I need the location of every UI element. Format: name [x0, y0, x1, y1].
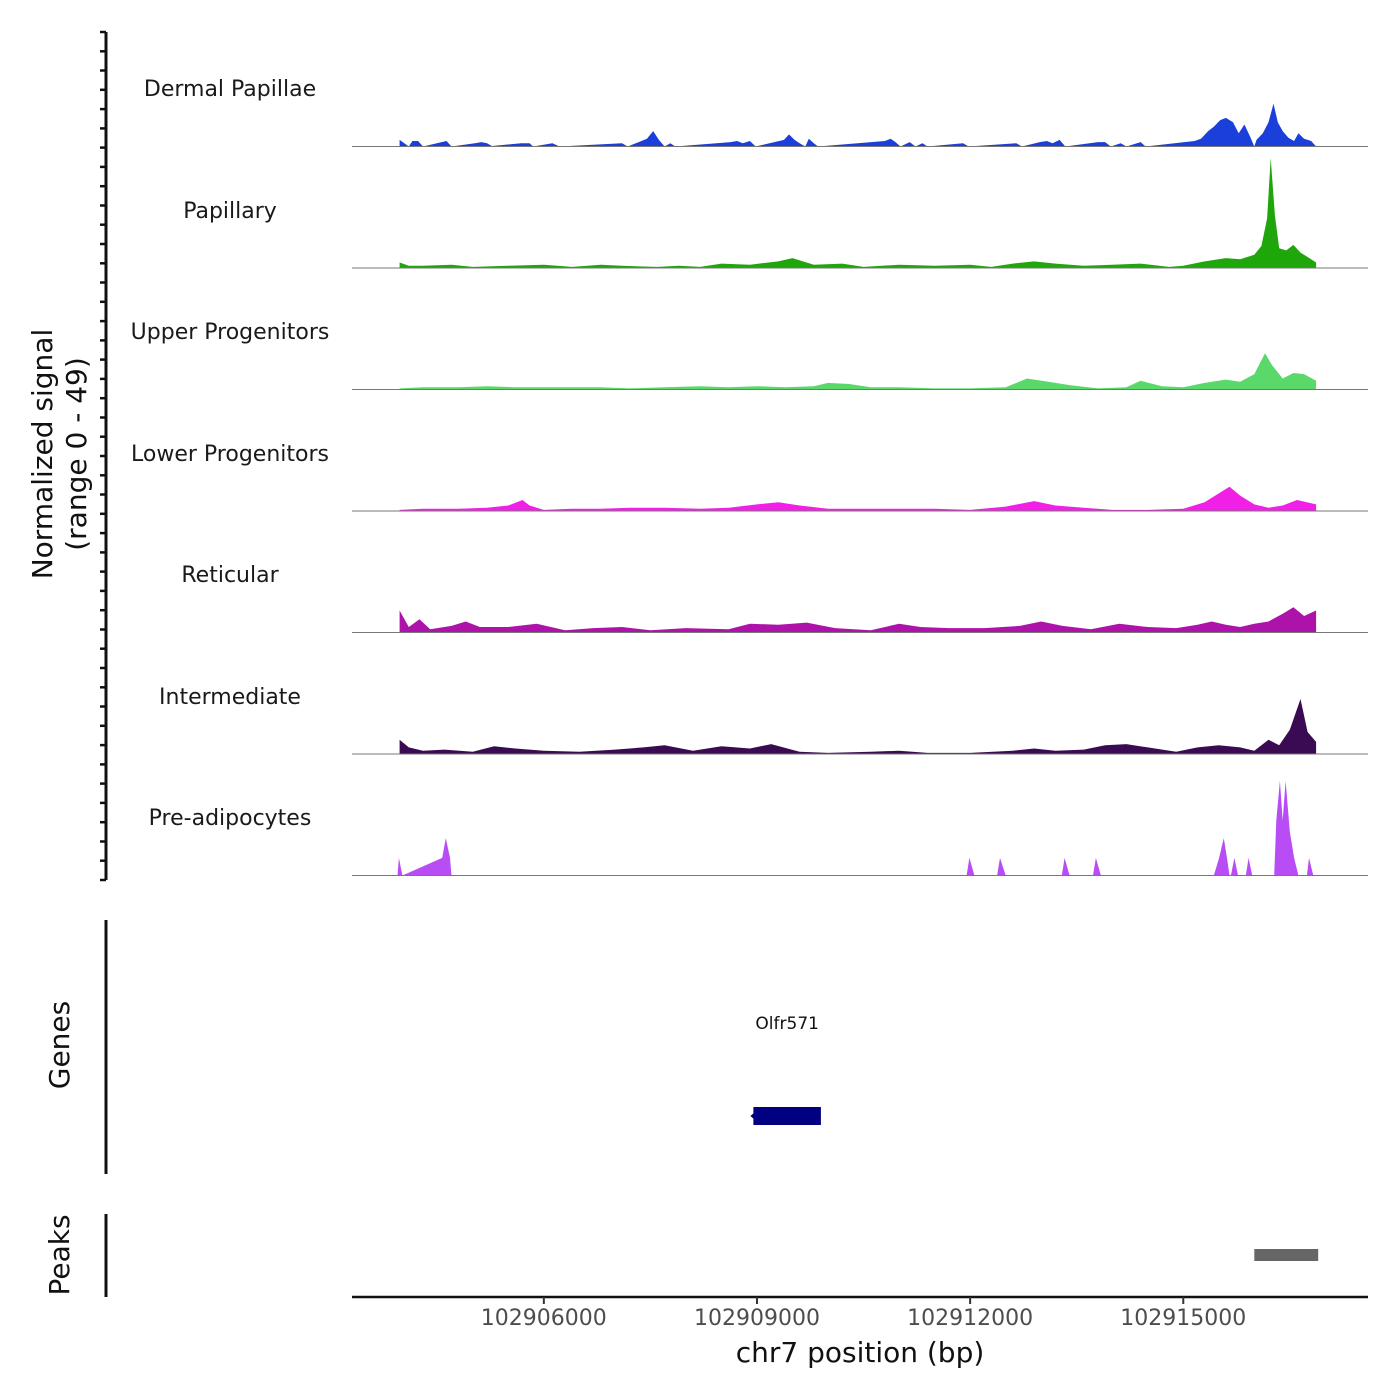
y-axis-title-line2: (range 0 - 49) [60, 357, 93, 551]
track-label-dermal-papillae: Dermal Papillae [143, 77, 317, 102]
gene-panel [750, 1107, 821, 1125]
gene-strand-arrow [750, 1110, 758, 1122]
coverage-area-upper-progenitors [399, 353, 1317, 390]
track-label-pre-adipocytes: Pre-adipocytes [148, 806, 312, 831]
x-tick-label: 102912000 [907, 1306, 1034, 1331]
coverage-area-dermal-papillae [399, 103, 1317, 147]
coverage-area-reticular [399, 607, 1317, 633]
track-label-intermediate: Intermediate [159, 684, 301, 710]
y-axis-title: Normalized signal (range 0 - 49) [26, 244, 94, 664]
track-label-lower-progenitors: Lower Progenitors [131, 441, 329, 467]
axes [100, 30, 1368, 1304]
genes-panel-title: Genes [43, 1000, 76, 1090]
coverage-area-papillary [399, 158, 1317, 268]
x-tick-label: 102915000 [1120, 1306, 1247, 1331]
track-label-papillary: Papillary [183, 198, 277, 224]
track-label-reticular: Reticular [181, 563, 279, 588]
coverage-area-pre-adipocytes [397, 780, 1314, 876]
peak-panel [1254, 1249, 1319, 1261]
gene-body-olfr571 [753, 1107, 821, 1125]
peaks-panel-title: Peaks [43, 1214, 76, 1296]
peak-bar [1254, 1249, 1319, 1261]
x-tick-label: 102909000 [694, 1306, 820, 1331]
gene-label-olfr571: Olfr571 [755, 1014, 819, 1034]
y-axis-title-line1: Normalized signal [26, 328, 59, 580]
coverage-area-intermediate [399, 699, 1317, 754]
x-axis-title: chr7 position (bp) [735, 1336, 985, 1369]
coverage-tracks [352, 103, 1368, 876]
x-tick-label: 102906000 [480, 1306, 607, 1331]
track-label-upper-progenitors: Upper Progenitors [130, 320, 330, 345]
coverage-area-lower-progenitors [399, 486, 1317, 511]
